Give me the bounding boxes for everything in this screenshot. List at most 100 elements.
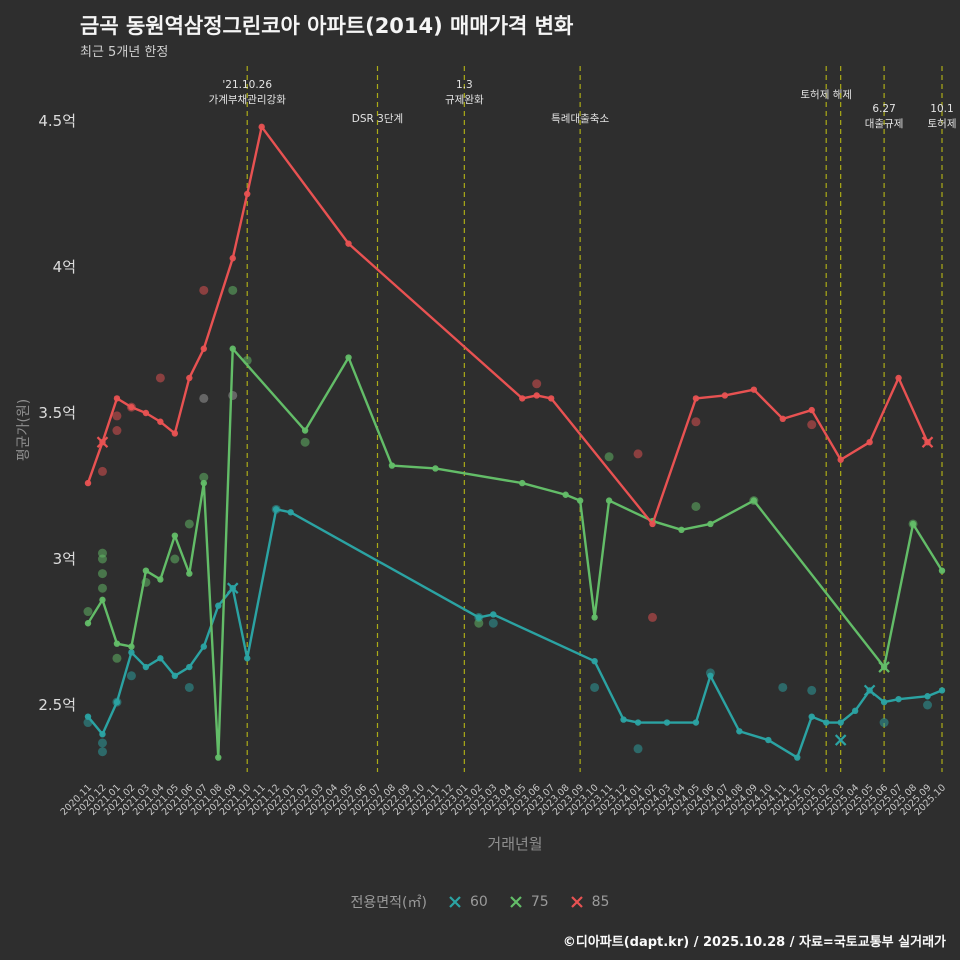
x-marker-60[interactable] bbox=[863, 684, 876, 697]
scatter-point-85[interactable] bbox=[648, 612, 658, 622]
x-marker-60[interactable] bbox=[226, 582, 239, 594]
series-point-75[interactable] bbox=[707, 520, 714, 528]
scatter-point-75[interactable] bbox=[604, 452, 614, 462]
series-point-60[interactable] bbox=[707, 672, 714, 679]
scatter-point-75[interactable] bbox=[199, 472, 209, 482]
scatter-point-75[interactable] bbox=[97, 569, 107, 579]
series-point-60[interactable] bbox=[851, 707, 859, 715]
series-point-75[interactable] bbox=[301, 427, 309, 434]
series-line-60[interactable] bbox=[86, 508, 944, 759]
scatter-point-60[interactable] bbox=[184, 682, 194, 692]
series-point-85[interactable] bbox=[142, 409, 150, 417]
series-point-60[interactable] bbox=[113, 698, 121, 706]
series-point-60[interactable] bbox=[620, 716, 627, 723]
series-point-75[interactable] bbox=[938, 567, 946, 574]
series-point-85[interactable] bbox=[171, 430, 179, 437]
scatter-point-75[interactable] bbox=[300, 437, 310, 447]
scatter-point-85[interactable] bbox=[112, 426, 122, 436]
series-point-75[interactable] bbox=[750, 497, 758, 504]
series-point-85[interactable] bbox=[837, 456, 844, 463]
series-line-85[interactable] bbox=[86, 125, 929, 526]
scatter-point-60[interactable] bbox=[923, 700, 933, 710]
series-point-60[interactable] bbox=[186, 663, 193, 671]
series-point-75[interactable] bbox=[84, 620, 92, 627]
series-point-85[interactable] bbox=[808, 406, 815, 414]
scatter-point-85[interactable] bbox=[112, 411, 122, 421]
series-point-75[interactable] bbox=[345, 354, 352, 361]
scatter-point-75[interactable] bbox=[97, 583, 107, 593]
series-point-60[interactable] bbox=[99, 731, 106, 738]
series-point-85[interactable] bbox=[649, 520, 656, 528]
series-point-85[interactable] bbox=[721, 392, 729, 399]
series-point-60[interactable] bbox=[808, 713, 815, 720]
series-point-75[interactable] bbox=[519, 479, 526, 487]
series-point-60[interactable] bbox=[634, 719, 642, 726]
series-point-60[interactable] bbox=[823, 719, 830, 726]
scatter-point-60[interactable] bbox=[590, 682, 600, 692]
series-point-60[interactable] bbox=[287, 509, 294, 516]
series-point-75[interactable] bbox=[229, 345, 236, 352]
scatter-point-75[interactable] bbox=[691, 501, 701, 511]
scatter-point-60[interactable] bbox=[633, 744, 643, 754]
series-point-60[interactable] bbox=[272, 506, 280, 513]
scatter-point-75[interactable] bbox=[184, 519, 194, 529]
series-point-85[interactable] bbox=[186, 374, 193, 382]
series-point-75[interactable] bbox=[432, 465, 439, 472]
series-point-85[interactable] bbox=[533, 392, 540, 399]
scatter-point-60[interactable] bbox=[807, 685, 817, 695]
series-point-75[interactable] bbox=[171, 532, 179, 539]
scatter-point-75[interactable] bbox=[228, 285, 238, 295]
scatter-point-75[interactable] bbox=[83, 607, 93, 617]
series-point-60[interactable] bbox=[880, 698, 888, 706]
series-point-75[interactable] bbox=[909, 520, 917, 528]
legend-entry-75[interactable]: 75 bbox=[508, 894, 549, 910]
series-point-60[interactable] bbox=[244, 655, 251, 662]
series-point-60[interactable] bbox=[128, 649, 135, 656]
series-point-60[interactable] bbox=[490, 611, 497, 618]
series-point-60[interactable] bbox=[692, 719, 700, 726]
series-point-75[interactable] bbox=[562, 491, 569, 498]
series-point-75[interactable] bbox=[605, 497, 613, 504]
scatter-point-85[interactable] bbox=[199, 285, 209, 295]
series-point-60[interactable] bbox=[142, 663, 150, 671]
series-point-60[interactable] bbox=[200, 643, 207, 650]
series-point-75[interactable] bbox=[576, 497, 584, 504]
scatter-point-85[interactable] bbox=[691, 417, 701, 427]
scatter-point-etc[interactable] bbox=[228, 390, 238, 400]
series-point-85[interactable] bbox=[128, 403, 135, 411]
series-point-75[interactable] bbox=[99, 596, 106, 604]
series-point-60[interactable] bbox=[837, 719, 844, 726]
scatter-point-85[interactable] bbox=[633, 449, 643, 459]
legend-entry-85[interactable]: 85 bbox=[569, 894, 609, 910]
series-point-85[interactable] bbox=[113, 395, 121, 402]
series-point-60[interactable] bbox=[895, 695, 902, 703]
series-point-85[interactable] bbox=[779, 415, 786, 423]
series-point-60[interactable] bbox=[215, 602, 222, 609]
scatter-point-60[interactable] bbox=[126, 671, 136, 681]
series-point-85[interactable] bbox=[866, 439, 873, 446]
legend-entry-60[interactable]: 60 bbox=[447, 894, 488, 910]
scatter-point-75[interactable] bbox=[170, 554, 180, 564]
series-point-85[interactable] bbox=[895, 374, 902, 382]
series-point-60[interactable] bbox=[736, 728, 743, 735]
x-marker-85[interactable] bbox=[96, 436, 109, 448]
series-point-75[interactable] bbox=[200, 479, 207, 487]
series-point-85[interactable] bbox=[157, 418, 164, 425]
scatter-point-75[interactable] bbox=[474, 618, 484, 628]
scatter-point-85[interactable] bbox=[97, 466, 107, 476]
series-point-75[interactable] bbox=[388, 462, 396, 469]
series-point-75[interactable] bbox=[142, 567, 150, 574]
series-point-85[interactable] bbox=[200, 345, 207, 352]
series-point-60[interactable] bbox=[924, 693, 931, 700]
x-marker-60[interactable] bbox=[834, 734, 847, 746]
scatter-point-60[interactable] bbox=[97, 747, 107, 757]
series-point-85[interactable] bbox=[547, 395, 555, 402]
scatter-point-85[interactable] bbox=[807, 420, 817, 430]
series-point-75[interactable] bbox=[186, 570, 193, 577]
series-point-85[interactable] bbox=[692, 395, 700, 402]
series-point-60[interactable] bbox=[475, 614, 483, 621]
series-point-75[interactable] bbox=[591, 614, 598, 621]
series-point-60[interactable] bbox=[663, 719, 671, 726]
series-point-75[interactable] bbox=[157, 576, 164, 583]
series-point-75[interactable] bbox=[113, 640, 121, 647]
